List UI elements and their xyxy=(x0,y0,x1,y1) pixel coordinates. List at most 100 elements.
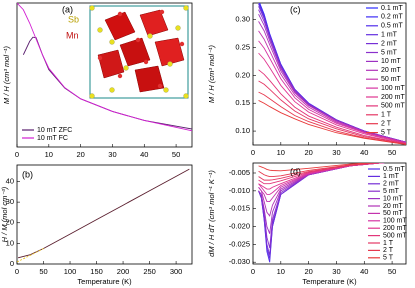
data-line xyxy=(258,91,406,145)
legend-label: 2 mT xyxy=(381,40,398,47)
y-axis-label: M / H (cm³ mol⁻¹) xyxy=(207,44,216,103)
x-tick-label: 20 xyxy=(304,267,312,276)
inset-label: Mn xyxy=(66,30,79,40)
x-tick-label: 10 xyxy=(277,267,285,276)
data-line xyxy=(17,3,192,132)
panel-label: (c) xyxy=(290,4,301,14)
x-tick-label: 50 xyxy=(172,150,180,159)
x-tick-label: 100 xyxy=(64,267,77,276)
plot-lines xyxy=(258,163,385,263)
x-tick-label: 30 xyxy=(332,148,340,157)
data-line xyxy=(258,163,372,172)
x-tick-label: 0 xyxy=(15,267,19,276)
x-tick-label: 50 xyxy=(388,267,396,276)
legend-label: 200 mT xyxy=(381,94,405,101)
x-tick-label: 20 xyxy=(304,148,312,157)
data-line xyxy=(258,163,385,190)
legend-label: 1 T xyxy=(381,112,392,119)
plot-lines xyxy=(258,3,406,145)
x-tick-label: 0 xyxy=(251,267,255,276)
y-tick-label: 0 xyxy=(10,259,14,268)
legend-label: 20 mT xyxy=(383,203,404,210)
x-axis-label: Temperature (K) xyxy=(77,277,132,286)
data-line xyxy=(258,163,384,185)
data-line xyxy=(258,100,406,145)
x-tick-label: 30 xyxy=(108,150,116,159)
y-axis-label: dM / H dT (cm³ mol⁻¹ K⁻¹) xyxy=(207,170,216,257)
legend-label: 50 mT xyxy=(383,210,404,217)
x-tick-label: 40 xyxy=(140,150,148,159)
data-line xyxy=(17,248,44,263)
y-tick-label: 20 xyxy=(6,218,14,227)
y-tick-label: 0.10 xyxy=(235,126,250,135)
x-tick-label: 30 xyxy=(332,267,340,276)
y-tick-label: -0.005 xyxy=(229,168,250,177)
data-line xyxy=(258,69,406,145)
legend-label: 10 mT xyxy=(383,195,404,202)
y-tick-label: 0.25 xyxy=(235,43,250,52)
crystal-inset xyxy=(89,5,189,99)
legend-label: 100 mT xyxy=(381,85,405,92)
y-tick-label: 40 xyxy=(6,176,14,185)
plot-frame xyxy=(252,2,407,146)
legend-label: 100 mT xyxy=(383,218,407,225)
data-line xyxy=(17,168,190,259)
panel-label: (d) xyxy=(290,166,301,176)
x-tick-label: 10 xyxy=(277,148,285,157)
y-tick-label: 10 xyxy=(6,238,14,247)
plot-lines xyxy=(17,168,190,263)
plot-frame xyxy=(16,2,193,148)
legend-label: 1 mT xyxy=(381,32,398,39)
x-tick-label: 10 xyxy=(45,150,53,159)
data-line xyxy=(258,163,380,178)
legend-label: 5 mT xyxy=(383,188,400,195)
x-axis-label: Temperature (K) xyxy=(302,277,357,286)
legend-label: 10 mT FC xyxy=(37,135,68,142)
legend-label: 2 T xyxy=(383,247,394,254)
legend-label: 5 mT xyxy=(381,49,398,56)
y-tick-label: -0.015 xyxy=(229,204,250,213)
legend-label: 500 mT xyxy=(383,232,407,239)
legend-label: 1 T xyxy=(383,240,394,247)
panel-label: (b) xyxy=(22,169,33,179)
y-axis-label: H / M (mol cm⁻³) xyxy=(0,186,9,242)
plot-lines xyxy=(17,3,192,132)
data-line xyxy=(258,40,406,144)
y-tick-label: 0.15 xyxy=(235,98,250,107)
y-tick-label: -0.010 xyxy=(229,186,250,195)
legend-label: 1 mT xyxy=(383,173,400,180)
data-line xyxy=(258,21,406,144)
plot-frame xyxy=(16,164,193,265)
x-tick-label: 150 xyxy=(90,267,103,276)
y-tick-label: -0.030 xyxy=(229,257,250,266)
x-tick-label: 300 xyxy=(170,267,183,276)
data-line xyxy=(258,30,406,144)
data-line xyxy=(258,163,382,181)
legend-label: 200 mT xyxy=(383,225,407,232)
y-tick-label: 0.20 xyxy=(235,70,250,79)
legend-label: 2 mT xyxy=(383,181,400,188)
legend-label: 50 mT xyxy=(381,76,402,83)
legend-label: 20 mT xyxy=(381,67,402,74)
legend-label: 10 mT ZFC xyxy=(37,127,72,134)
legend-label: 2 T xyxy=(381,121,392,128)
x-tick-label: 20 xyxy=(76,150,84,159)
x-tick-label: 50 xyxy=(388,148,396,157)
y-tick-label: -0.025 xyxy=(229,239,250,248)
y-tick-label: 30 xyxy=(6,197,14,206)
y-tick-label: -0.020 xyxy=(229,222,250,231)
x-tick-label: 40 xyxy=(360,148,368,157)
inset-label: Sb xyxy=(68,14,79,24)
legend-label: 10 mT xyxy=(381,58,402,65)
x-tick-label: 0 xyxy=(251,148,255,157)
legend-label: 0.2 mT xyxy=(381,14,404,21)
x-tick-label: 50 xyxy=(39,267,47,276)
y-tick-label: 0.30 xyxy=(235,15,250,24)
panel-label: (a) xyxy=(62,4,73,14)
x-tick-label: 200 xyxy=(117,267,130,276)
plot-frame xyxy=(252,162,407,265)
data-line xyxy=(258,52,406,144)
legend-label: 0.5 mT xyxy=(381,23,404,30)
